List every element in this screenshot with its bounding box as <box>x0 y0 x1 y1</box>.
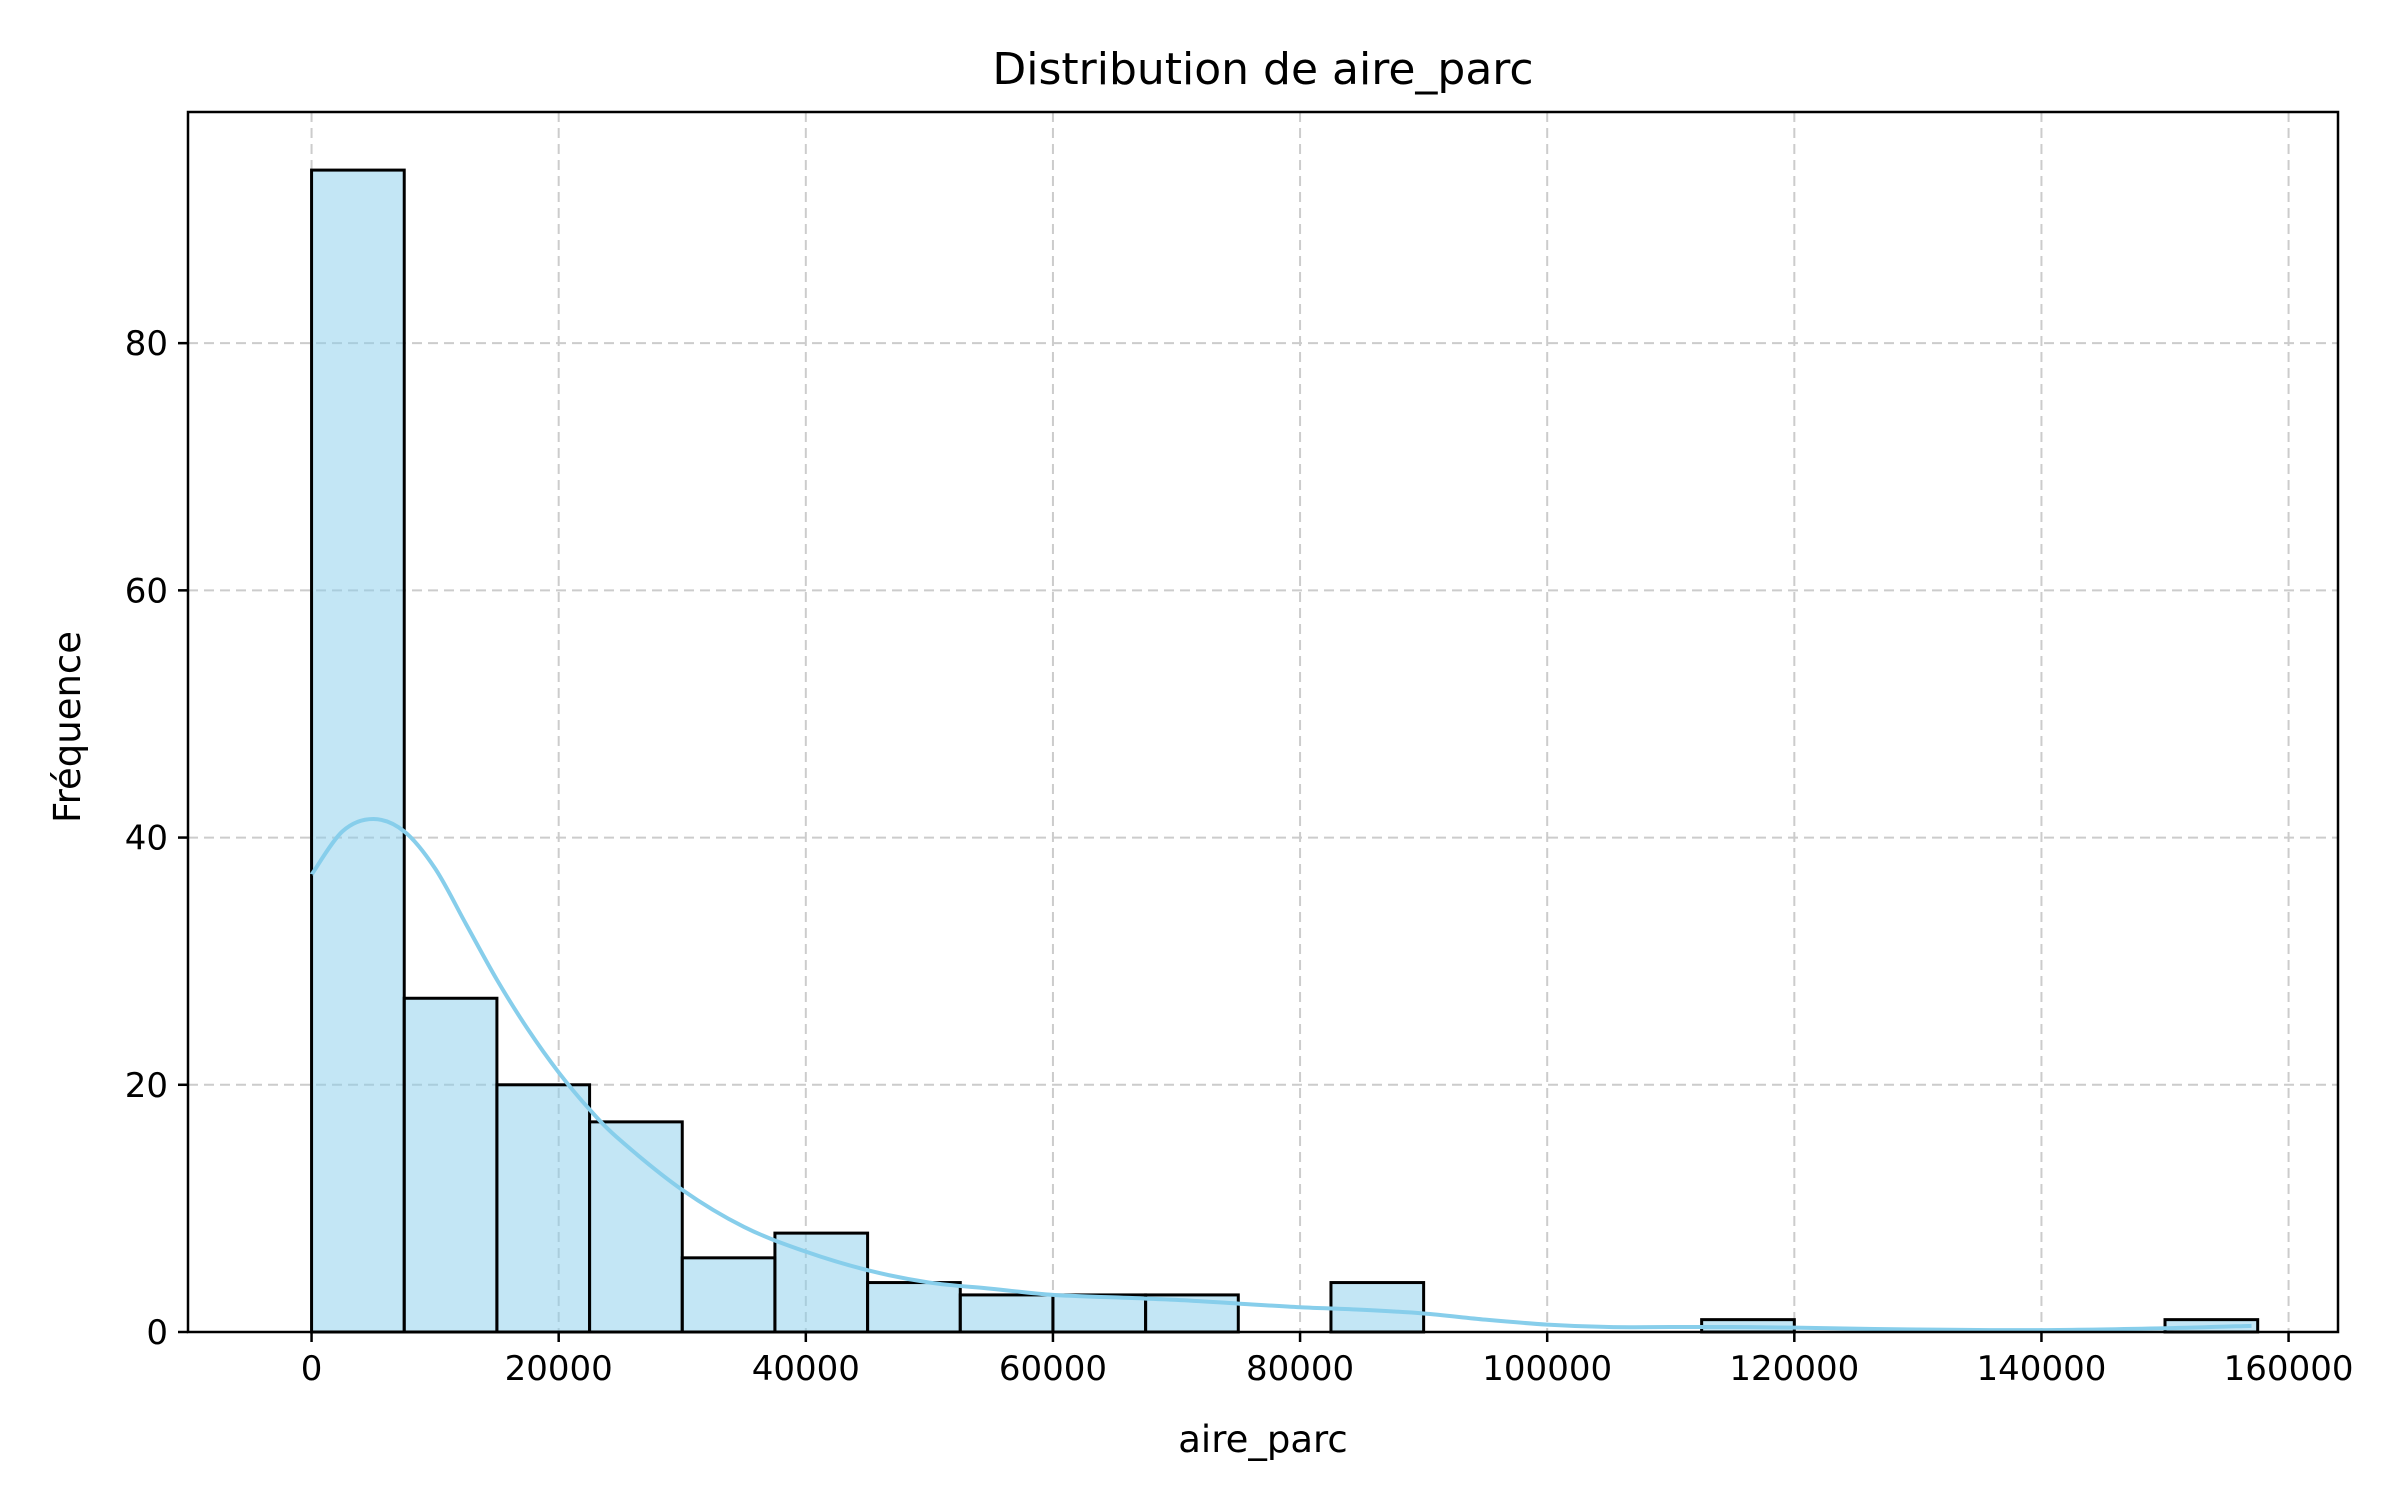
x-tick-label: 80000 <box>1246 1349 1354 1389</box>
histogram-bar <box>1051 1293 1148 1334</box>
y-tick-label: 40 <box>125 819 168 859</box>
histogram-bar <box>958 1293 1055 1334</box>
x-tick-label: 140000 <box>1977 1349 2107 1389</box>
histogram-bar <box>680 1256 777 1334</box>
x-tick-label: 100000 <box>1482 1349 1612 1389</box>
y-axis-ticks: 0 20 40 60 80 <box>125 324 188 1353</box>
histogram-bar <box>402 996 499 1334</box>
x-tick-label: 160000 <box>2224 1349 2354 1389</box>
histogram-bar <box>773 1231 870 1334</box>
x-tick-label: 40000 <box>752 1349 860 1389</box>
histogram-bar <box>495 1083 592 1334</box>
x-axis-ticks: 0 20000 40000 60000 80000 100000 120000 140000 1… <box>301 1332 2354 1389</box>
x-tick-label: 120000 <box>1729 1349 1859 1389</box>
y-axis-label: Fréquence <box>46 631 89 823</box>
histogram-bar <box>310 168 406 1334</box>
x-tick-label: 60000 <box>999 1349 1107 1389</box>
y-tick-label: 20 <box>125 1066 168 1106</box>
x-axis-label: aire_parc <box>1178 1418 1348 1461</box>
x-tick-label: 20000 <box>505 1349 613 1389</box>
y-tick-label: 80 <box>125 324 168 364</box>
plot-frame <box>186 110 2340 1334</box>
histogram-bar <box>588 1120 684 1334</box>
histogram-bars <box>310 168 2260 1334</box>
y-tick-label: 0 <box>146 1313 168 1353</box>
histogram-bar <box>866 1281 962 1334</box>
chart-title: Distribution de aire_parc <box>992 44 1533 95</box>
y-tick-label: 60 <box>125 571 168 611</box>
kde-curve <box>309 817 2252 1333</box>
x-tick-label: 0 <box>301 1349 323 1389</box>
